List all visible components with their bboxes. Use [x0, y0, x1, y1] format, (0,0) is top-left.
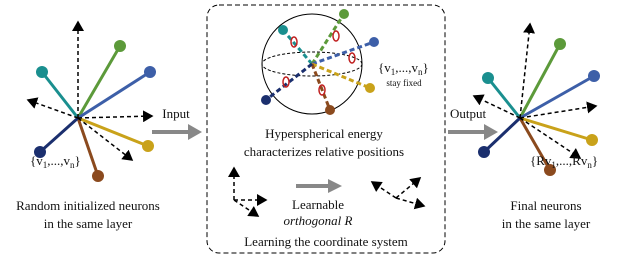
diagram: {v1,...,vn} Random initialized neurons i… [0, 0, 629, 258]
left-set: {v1,...,vn} [30, 153, 81, 170]
input-label: Input [162, 106, 190, 121]
energy-text: Hyperspherical energy [265, 126, 383, 141]
input-arrow [152, 124, 202, 140]
output-label: Output [450, 106, 487, 121]
axes-before [234, 168, 266, 216]
center-footer: Learning the coordinate system [244, 234, 408, 249]
energy-text: characterizes relative positions [244, 144, 404, 159]
right-caption: Final neurons [510, 198, 581, 213]
sphere [261, 9, 379, 115]
right-set: {Rv1,...,Rvn} [530, 153, 598, 170]
axes-after [372, 178, 424, 206]
learnable-text: Learnable [292, 197, 344, 212]
learnable-text: orthogonal R [284, 213, 353, 228]
transform-arrow [296, 179, 342, 193]
right-caption: in the same layer [502, 216, 591, 231]
left-caption: Random initialized neurons [16, 198, 160, 213]
stay-fixed: stay fixed [386, 78, 422, 88]
output-arrow [448, 124, 498, 140]
left-caption: in the same layer [44, 216, 133, 231]
center-set: {v1,...,vn} [378, 60, 429, 77]
